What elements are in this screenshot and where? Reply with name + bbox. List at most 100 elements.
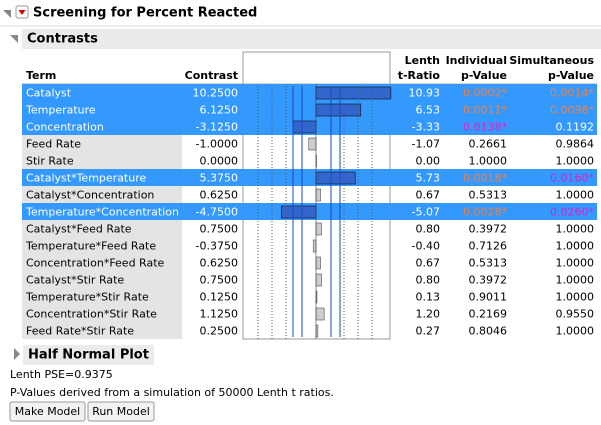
- term: Catalyst*Stir Rate: [26, 274, 124, 287]
- plot-frame: [242, 51, 391, 340]
- contrast: 5.3750: [200, 172, 239, 185]
- p-value: 1.0000: [556, 291, 595, 304]
- note: P-Values derived from a simulation of 50…: [10, 386, 334, 399]
- p-value: 0.2661: [469, 138, 508, 151]
- term: Temperature*Feed Rate: [25, 240, 156, 253]
- p-value: 0.5313: [469, 189, 508, 202]
- p-value: 0.0011*: [463, 104, 507, 117]
- p-value: 0.0160*: [550, 172, 594, 185]
- column-header: p-Value: [461, 69, 507, 82]
- contrast: -4.7500: [196, 206, 238, 219]
- term: Concentration: [26, 121, 104, 134]
- collapse-icon[interactable]: [10, 35, 18, 43]
- section-title[interactable]: Half Normal Plot: [28, 348, 149, 363]
- contrast: -1.0000: [196, 138, 238, 151]
- t-ratio: 5.73: [416, 172, 441, 185]
- p-value: 0.1192: [556, 121, 595, 134]
- contrast: 0.6250: [200, 189, 239, 202]
- contrast: 0.6250: [200, 257, 239, 270]
- term-cell: [22, 305, 182, 322]
- contrast: -3.1250: [196, 121, 238, 134]
- t-ratio: 0.80: [416, 274, 441, 287]
- term: Feed Rate*Stir Rate: [26, 325, 134, 338]
- p-value: 1.0000: [556, 155, 595, 168]
- contrast-bar: [312, 239, 317, 253]
- p-value: 1.0000: [556, 325, 595, 338]
- term-cell: [22, 220, 182, 237]
- button-label[interactable]: Run Model: [92, 405, 150, 418]
- t-ratio: 0.80: [416, 223, 441, 236]
- contrast: 0.0000: [200, 155, 239, 168]
- column-header: t-Ratio: [398, 69, 441, 82]
- button[interactable]: [9, 401, 86, 422]
- p-value: 0.0002*: [463, 87, 507, 100]
- expand-icon[interactable]: [14, 348, 20, 360]
- p-value: 1.0000: [556, 257, 595, 270]
- p-value: 0.0098*: [550, 104, 594, 117]
- p-value: 0.0138*: [463, 121, 507, 134]
- t-ratio: -3.33: [412, 121, 440, 134]
- term-cell: [22, 254, 182, 271]
- term: Catalyst*Concentration: [26, 189, 154, 202]
- term: Catalyst: [26, 87, 72, 100]
- term-cell: [22, 237, 182, 254]
- term: Temperature: [25, 104, 96, 117]
- t-ratio: 0.67: [416, 189, 441, 202]
- term-cell: [22, 322, 182, 339]
- contrast-bar: [280, 205, 317, 219]
- row-highlight: [22, 101, 597, 118]
- p-value: 0.9011: [469, 291, 508, 304]
- column-header: Simultaneous: [509, 54, 594, 67]
- p-value: 0.7126: [469, 240, 508, 253]
- p-value: 0.2169: [469, 308, 508, 321]
- p-value: 0.0260*: [550, 206, 594, 219]
- button-label[interactable]: Make Model: [15, 405, 81, 418]
- p-value: 0.3972: [469, 223, 508, 236]
- p-value: 0.5313: [469, 257, 508, 270]
- contrast-bar: [315, 188, 321, 202]
- term: Catalyst*Temperature: [26, 172, 146, 185]
- term: Feed Rate: [26, 138, 81, 151]
- contrast-bar: [315, 307, 325, 321]
- section-header: [22, 29, 601, 49]
- contrast-bar: [315, 256, 321, 270]
- p-value: 0.9864: [556, 138, 595, 151]
- row-highlight: [22, 84, 597, 101]
- term: Concentration*Stir Rate: [26, 308, 157, 321]
- p-value: 1.0000: [556, 223, 595, 236]
- p-value: 0.9550: [556, 308, 595, 321]
- p-value: 0.3972: [469, 274, 508, 287]
- button[interactable]: [87, 401, 155, 422]
- contrast: 0.2500: [200, 325, 239, 338]
- p-value: 0.0014*: [550, 87, 594, 100]
- p-value: 0.8046: [469, 325, 508, 338]
- report-title: Screening for Percent Reacted: [33, 6, 257, 21]
- t-ratio: 10.93: [409, 87, 441, 100]
- term: Stir Rate: [26, 155, 74, 168]
- t-ratio: -0.40: [412, 240, 440, 253]
- term: Concentration*Feed Rate: [26, 257, 165, 270]
- term-cell: [22, 152, 182, 169]
- t-ratio: 0.00: [416, 155, 441, 168]
- column-header: Contrast: [185, 69, 238, 82]
- p-value: 0.0018*: [463, 172, 507, 185]
- contrast: 6.1250: [200, 104, 239, 117]
- t-ratio: 1.20: [416, 308, 441, 321]
- t-ratio: 0.27: [416, 325, 441, 338]
- p-value: 1.0000: [556, 274, 595, 287]
- term-cell: [22, 135, 182, 152]
- p-value: 0.0028*: [463, 206, 507, 219]
- t-ratio: -5.07: [412, 206, 440, 219]
- term: Temperature*Stir Rate: [25, 291, 149, 304]
- p-value: 1.0000: [556, 240, 595, 253]
- contrast-bar: [308, 137, 317, 151]
- contrast-bar: [315, 222, 322, 236]
- p-value: 1.0000: [556, 189, 595, 202]
- collapse-icon[interactable]: [3, 10, 11, 18]
- t-ratio: -1.07: [412, 138, 440, 151]
- contrast-bar: [315, 273, 322, 287]
- contrast-bar: [292, 120, 317, 134]
- contrast: 10.2500: [193, 87, 239, 100]
- column-header: Lenth: [405, 54, 440, 67]
- t-ratio: 0.67: [416, 257, 441, 270]
